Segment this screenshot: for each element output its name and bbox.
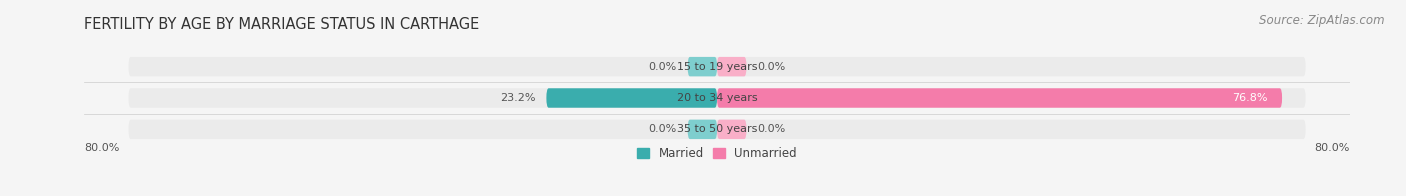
- Text: 0.0%: 0.0%: [758, 62, 786, 72]
- Text: FERTILITY BY AGE BY MARRIAGE STATUS IN CARTHAGE: FERTILITY BY AGE BY MARRIAGE STATUS IN C…: [84, 17, 479, 32]
- Text: 0.0%: 0.0%: [648, 124, 676, 134]
- FancyBboxPatch shape: [128, 120, 1306, 139]
- FancyBboxPatch shape: [128, 57, 1306, 76]
- Text: 80.0%: 80.0%: [84, 143, 120, 153]
- FancyBboxPatch shape: [688, 120, 717, 139]
- Text: Source: ZipAtlas.com: Source: ZipAtlas.com: [1260, 14, 1385, 27]
- Legend: Married, Unmarried: Married, Unmarried: [637, 147, 797, 160]
- FancyBboxPatch shape: [128, 88, 1306, 108]
- Text: 0.0%: 0.0%: [758, 124, 786, 134]
- FancyBboxPatch shape: [717, 88, 1282, 108]
- Text: 35 to 50 years: 35 to 50 years: [676, 124, 758, 134]
- FancyBboxPatch shape: [717, 120, 747, 139]
- Text: 15 to 19 years: 15 to 19 years: [676, 62, 758, 72]
- Text: 23.2%: 23.2%: [501, 93, 536, 103]
- FancyBboxPatch shape: [717, 57, 747, 76]
- FancyBboxPatch shape: [688, 57, 717, 76]
- Text: 0.0%: 0.0%: [648, 62, 676, 72]
- FancyBboxPatch shape: [547, 88, 717, 108]
- Text: 80.0%: 80.0%: [1315, 143, 1350, 153]
- Text: 76.8%: 76.8%: [1232, 93, 1267, 103]
- Text: 20 to 34 years: 20 to 34 years: [676, 93, 758, 103]
